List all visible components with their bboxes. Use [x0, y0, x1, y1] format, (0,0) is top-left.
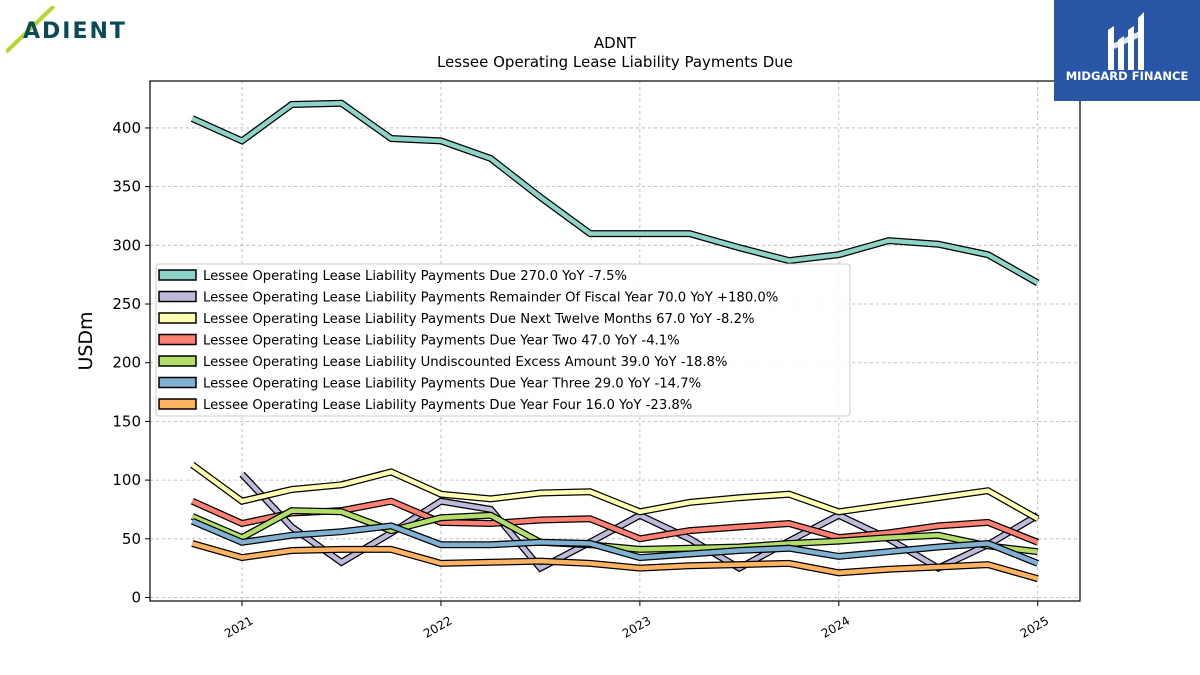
y-tick-label: 50 [122, 530, 141, 548]
y-tick-label: 150 [112, 412, 141, 430]
x-tick-label: 2022 [421, 613, 454, 640]
y-tick-label: 350 [112, 178, 141, 196]
y-axis-label: USDm [75, 311, 97, 370]
chart-title: ADNT [594, 34, 637, 52]
y-tick-label: 0 [131, 588, 141, 606]
legend-entry-label: Lessee Operating Lease Liability Payment… [203, 269, 627, 284]
y-tick-label: 200 [112, 354, 141, 372]
x-tick-label: 2023 [620, 613, 653, 640]
legend-box [155, 263, 851, 417]
legend-entry-label: Lessee Operating Lease Liability Payment… [203, 291, 778, 306]
legend-swatch [158, 333, 197, 346]
adient-logo-text: ADIENT [23, 19, 127, 44]
series-layer [190, 99, 1040, 583]
legend-swatch [158, 398, 197, 410]
logo-accent-slash [4, 4, 56, 54]
y-tick-label: 300 [112, 236, 141, 254]
midgard-finance-logo: MIDGARD FINANCE [1054, 0, 1200, 101]
y-tick-label: 400 [112, 119, 141, 137]
series-line [191, 101, 1039, 285]
legend-swatch [158, 312, 197, 324]
legend-entry-label: Lessee Operating Lease Liability Undisco… [203, 355, 727, 370]
legend-swatch [158, 355, 197, 367]
axis-layer: 0 50 100 150 200 250 300 350 400 2021 2022 2023 2024… [112, 119, 1051, 641]
plot-frame [149, 80, 1081, 602]
series-line-outline [190, 99, 1040, 286]
legend-swatch [158, 290, 197, 303]
legend-swatch [158, 376, 197, 389]
y-tick-label: 250 [112, 295, 141, 313]
legend-swatch [158, 269, 197, 281]
adient-logo: ADIENT [4, 4, 141, 56]
legend: Lessee Operating Lease Liability Payment… [155, 263, 851, 417]
x-tick-label: 2025 [1018, 613, 1051, 640]
legend-entry-label: Lessee Operating Lease Liability Payment… [203, 334, 680, 349]
legend-entry-label: Lessee Operating Lease Liability Payment… [203, 398, 692, 413]
x-tick-label: 2021 [222, 613, 255, 640]
series-line [190, 462, 1039, 521]
midgard-emblem-icon [1108, 12, 1144, 70]
midgard-logo-text: MIDGARD FINANCE [1066, 69, 1189, 83]
legend-entry-label: Lessee Operating Lease Liability Payment… [203, 377, 701, 392]
x-tick-label: 2024 [819, 613, 852, 640]
chart-subtitle: Lessee Operating Lease Liability Payment… [437, 53, 793, 71]
series-line [191, 519, 1039, 566]
series-line [191, 541, 1039, 581]
y-tick-label: 100 [112, 471, 141, 489]
legend-entry-label: Lessee Operating Lease Liability Payment… [203, 312, 755, 327]
